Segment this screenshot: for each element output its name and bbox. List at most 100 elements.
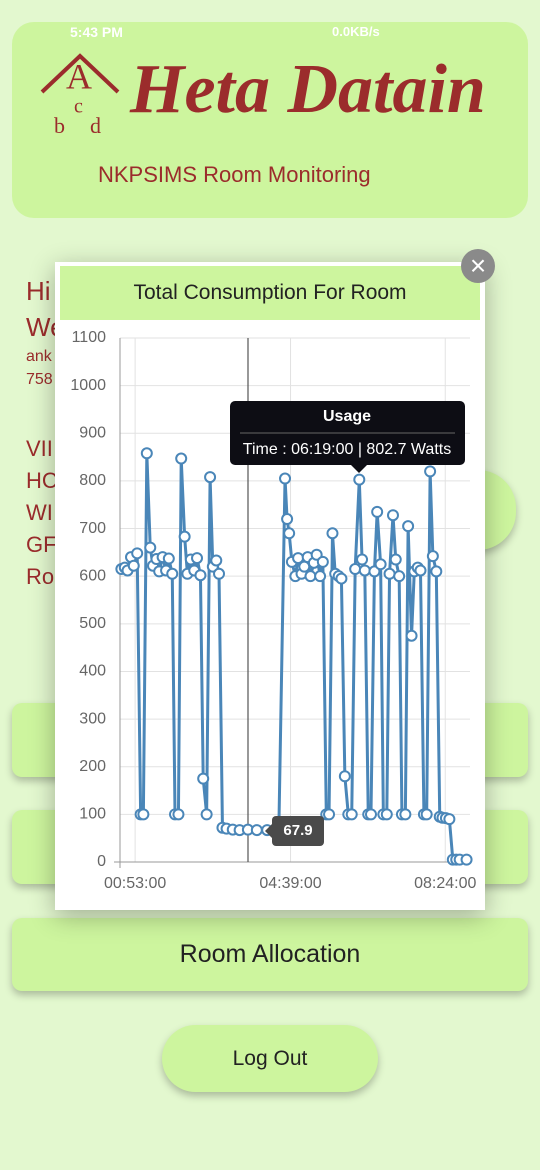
y-tick-label: 600: [79, 567, 106, 584]
data-point: [172, 808, 185, 821]
data-point: [424, 465, 437, 478]
data-point: [213, 567, 226, 580]
data-point: [137, 808, 150, 821]
x-tick-label: 04:39:00: [259, 875, 321, 892]
y-tick-label: 0: [97, 853, 106, 870]
logout-button[interactable]: Log Out: [162, 1025, 378, 1092]
bg-text: GF: [26, 532, 57, 557]
data-point: [371, 505, 384, 518]
data-point: [430, 565, 443, 578]
data-point: [414, 564, 427, 577]
x-tick-label: 00:53:00: [104, 875, 166, 892]
data-point: [175, 452, 188, 465]
data-label-box: [272, 816, 324, 846]
data-point: [204, 471, 217, 484]
modal: Total Consumption For Room 0 100 200 300 400…: [55, 262, 485, 910]
bg-text: Ro: [26, 564, 55, 589]
data-point: [386, 509, 399, 522]
y-tick-label: 400: [79, 663, 106, 680]
data-point: [358, 564, 371, 577]
y-tick-label: 300: [79, 710, 106, 727]
y-tick-label: 200: [79, 758, 106, 775]
series-line: [120, 453, 467, 862]
status-speed: 0.0KB/s: [332, 24, 380, 39]
app-subtitle: NKPSIMS Room Monitoring: [98, 162, 371, 187]
data-point: [210, 554, 223, 567]
logo-roof: [40, 53, 120, 94]
data-point: [389, 553, 402, 566]
tooltip-pointer: [351, 465, 367, 473]
bg-text: VII: [26, 436, 53, 461]
y-tick-label: 700: [79, 520, 106, 537]
close-button[interactable]: ×: [461, 249, 495, 283]
data-point: [356, 553, 369, 566]
data-point: [298, 560, 311, 573]
y-tick-label: 1100: [72, 329, 107, 346]
logo-letter: b: [54, 113, 65, 138]
data-point: [443, 813, 456, 826]
data-point: [380, 808, 393, 821]
tooltip: Usage Time : 06:19:00 | 802.7 Watts: [230, 401, 465, 473]
data-point: [279, 472, 292, 485]
status-time: 5:43 PM: [70, 24, 123, 40]
y-tick-label: 800: [79, 472, 106, 489]
data-point: [127, 559, 140, 572]
data-point: [345, 808, 358, 821]
data-point: [197, 772, 210, 785]
logo: A c b d: [40, 53, 120, 138]
chart: 0 100 200 300 400 500 600 700 800 900 1000 1100 00:5…: [70, 329, 476, 892]
bg-text: HC: [26, 468, 58, 493]
header-card: 5:43 PM 0.0KB/s A c b d Heta Datain NKPS…: [12, 22, 528, 218]
bg-text: 758: [26, 371, 53, 388]
data-point: [314, 570, 327, 583]
data-point: [349, 563, 362, 576]
modal-title: Total Consumption For Room: [60, 266, 480, 320]
data-point: [383, 567, 396, 580]
data-point: [402, 520, 415, 533]
data-point: [304, 570, 317, 583]
data-point: [460, 853, 473, 866]
bg-text: WI: [26, 500, 53, 525]
data-point: [140, 447, 153, 460]
data-point: [194, 569, 207, 582]
data-point: [426, 550, 439, 563]
data-point: [283, 527, 296, 540]
data-point: [420, 808, 433, 821]
data-point: [191, 552, 204, 565]
data-point: [200, 808, 213, 821]
data-label: 67.9: [265, 816, 324, 846]
data-point: [166, 567, 179, 580]
x-tick-label: 08:24:00: [414, 875, 476, 892]
app-title: Heta Datain: [130, 51, 486, 128]
data-point: [250, 824, 263, 837]
data-point: [162, 552, 175, 565]
data-point: [405, 629, 418, 642]
data-point: [364, 808, 377, 821]
data-point: [399, 808, 412, 821]
data-point: [323, 808, 336, 821]
y-tick-label: 100: [79, 806, 106, 823]
y-tick-label: 900: [79, 424, 106, 441]
data-point: [393, 570, 406, 583]
logo-letter: d: [90, 113, 101, 138]
logo-letter: A: [66, 56, 92, 96]
data-point: [144, 541, 157, 554]
data-point: [353, 473, 366, 486]
tooltip-title: Usage: [323, 408, 371, 425]
data-point: [374, 558, 387, 571]
bg-text: Hi: [26, 276, 51, 306]
bg-text: ank: [26, 348, 52, 365]
y-tick-label: 1000: [70, 377, 106, 394]
data-point: [281, 513, 294, 526]
data-point: [316, 555, 329, 568]
data-label-text: 67.9: [283, 822, 312, 839]
data-point: [178, 530, 191, 543]
logo-letter: c: [74, 96, 83, 118]
data-point: [131, 547, 144, 560]
tooltip-text: Time : 06:19:00 | 802.7 Watts: [243, 441, 451, 458]
data-point: [338, 770, 351, 783]
data-point: [335, 572, 348, 585]
data-point: [326, 527, 339, 540]
room-allocation-button[interactable]: Room Allocation: [12, 918, 528, 991]
